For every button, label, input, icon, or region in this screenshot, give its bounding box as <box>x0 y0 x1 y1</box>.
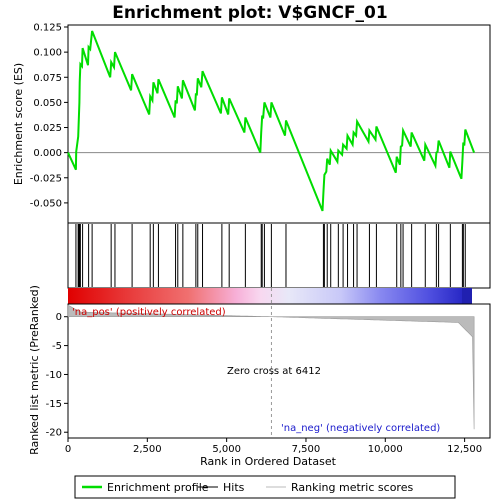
es-tick-label: 0.075 <box>33 73 62 84</box>
x-axis-label: Rank in Ordered Dataset <box>200 455 337 468</box>
chart-title: Enrichment plot: V$GNCF_01 <box>112 3 387 23</box>
x-tick-label: 5,000 <box>212 444 241 455</box>
hits-panel-frame <box>67 222 491 289</box>
es-tick-label: 0.050 <box>33 98 62 109</box>
x-tick-label: 12,500 <box>447 444 482 455</box>
metric-panel-frame <box>67 303 491 439</box>
es-panel-frame <box>67 24 491 224</box>
legend: Enrichment profile Hits Ranking metric sco… <box>82 481 413 494</box>
metric-tick-label: -15 <box>46 399 62 410</box>
x-tick-label: 2,500 <box>133 444 162 455</box>
x-tick-label: 7,500 <box>292 444 321 455</box>
x-tick-label: 0 <box>65 444 71 455</box>
metric-tick-label: -20 <box>46 428 62 439</box>
enrichment-profile-line <box>67 30 476 212</box>
legend-label: Ranking metric scores <box>291 481 413 494</box>
es-y-label: Enrichment score (ES) <box>12 63 25 185</box>
ranking-color-bar-end <box>462 288 472 304</box>
x-tick-label: 10,000 <box>368 444 403 455</box>
zero-cross-label: Zero cross at 6412 <box>227 366 321 377</box>
es-tick-label: 0.125 <box>33 23 62 34</box>
ranking-color-bar <box>68 288 469 304</box>
metric-tick-label: 0 <box>56 312 62 323</box>
metric-y-label: Ranked list metric (PreRanked) <box>28 285 41 455</box>
metric-tick-label: -5 <box>52 341 62 352</box>
es-y-axis: -0.050 -0.025 0.000 0.025 0.050 0.075 0.100 0.1… <box>30 23 68 209</box>
positive-correlation-label: 'na_pos' (positively correlated) <box>72 307 226 318</box>
hits-group <box>75 224 466 287</box>
es-tick-label: 0.100 <box>33 48 62 59</box>
legend-box <box>74 475 456 499</box>
metric-tick-label: -10 <box>46 370 62 381</box>
negative-correlation-label: 'na_neg' (negatively correlated) <box>281 423 440 434</box>
es-tick-label: -0.025 <box>30 173 62 184</box>
legend-label: Enrichment profile <box>107 481 209 494</box>
metric-y-axis: 0 -5 -10 -15 -20 <box>46 312 68 439</box>
x-axis: 0 2,500 5,000 7,500 10,000 12,500 <box>65 438 482 455</box>
es-tick-label: -0.050 <box>30 198 62 209</box>
legend-label: Hits <box>223 481 245 494</box>
es-tick-label: 0.025 <box>33 123 62 134</box>
es-tick-label: 0.000 <box>33 148 62 159</box>
ranking-metric-area <box>67 304 475 430</box>
